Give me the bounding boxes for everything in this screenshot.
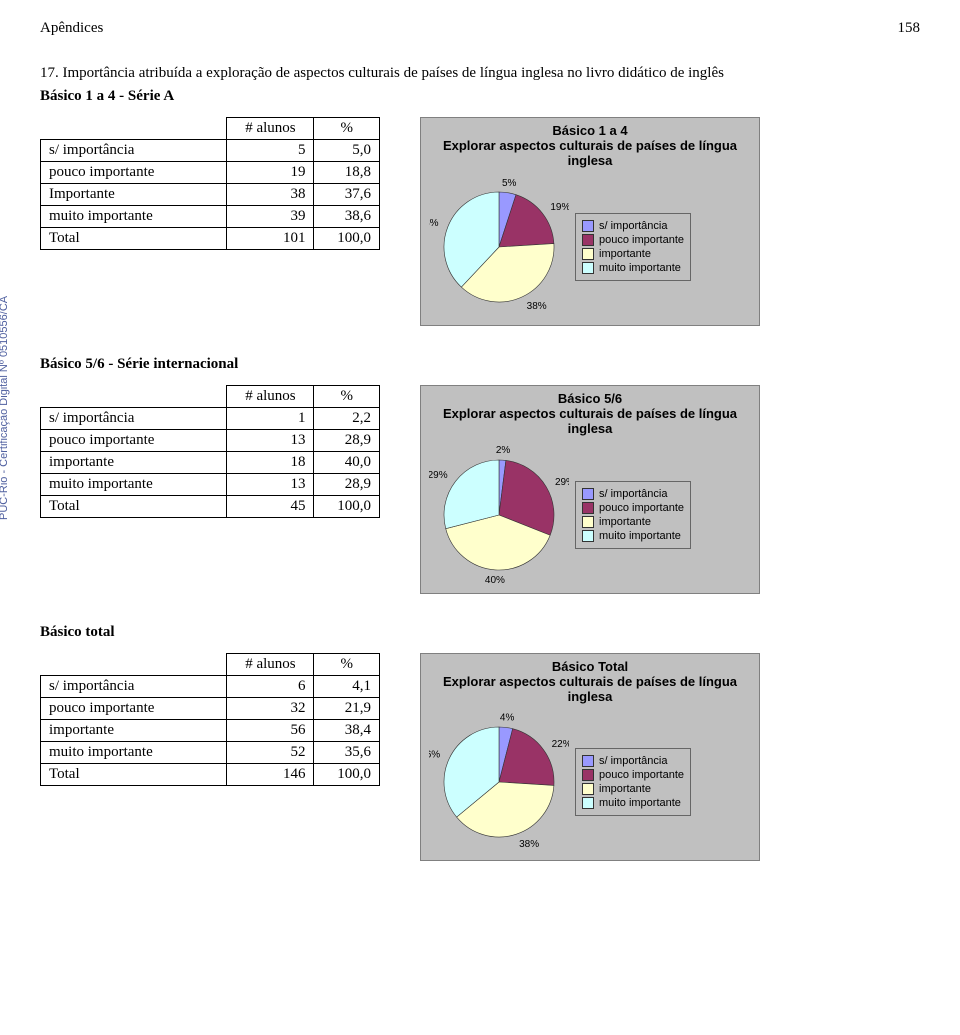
legend-item: pouco importante (582, 502, 684, 514)
table-row: s/ importância64,1 (41, 675, 380, 697)
chart-title: Básico 1 a 4Explorar aspectos culturais … (425, 122, 755, 173)
data-table: # alunos%s/ importância55,0pouco importa… (40, 117, 380, 250)
legend-item: importante (582, 248, 684, 260)
table-row: s/ importância55,0 (41, 140, 380, 162)
legend-item: importante (582, 783, 684, 795)
svg-text:40%: 40% (485, 574, 505, 584)
table-header: # alunos (227, 653, 314, 675)
legend-swatch (582, 488, 594, 500)
chart-title: Básico 5/6Explorar aspectos culturais de… (425, 390, 755, 441)
legend-swatch (582, 262, 594, 274)
block-subtitle: Básico 5/6 - Série internacional (40, 356, 920, 373)
legend-item: muito importante (582, 797, 684, 809)
svg-text:36%: 36% (429, 750, 440, 761)
header-right: 158 (898, 20, 921, 37)
chart-legend: s/ importância pouco importante importante… (575, 213, 691, 281)
legend-item: importante (582, 516, 684, 528)
legend-swatch (582, 530, 594, 542)
legend-label: importante (599, 783, 651, 795)
svg-text:19%: 19% (550, 202, 569, 213)
table-row: Importante3837,6 (41, 184, 380, 206)
pie-chart: Básico 5/6Explorar aspectos culturais de… (420, 385, 760, 594)
legend-label: muito importante (599, 797, 681, 809)
legend-label: importante (599, 516, 651, 528)
data-table: # alunos%s/ importância64,1pouco importa… (40, 653, 380, 786)
svg-text:22%: 22% (552, 739, 569, 750)
table-row: muito importante5235,6 (41, 741, 380, 763)
table-row: Total101100,0 (41, 228, 380, 250)
legend-label: pouco importante (599, 234, 684, 246)
legend-label: s/ importância (599, 488, 667, 500)
block-subtitle: Básico total (40, 624, 920, 641)
block-subtitle: Básico 1 a 4 - Série A (40, 88, 920, 105)
legend-item: muito importante (582, 262, 684, 274)
svg-text:5%: 5% (502, 178, 517, 189)
legend-item: pouco importante (582, 234, 684, 246)
svg-text:29%: 29% (555, 477, 569, 488)
legend-label: s/ importância (599, 755, 667, 767)
legend-swatch (582, 220, 594, 232)
table-header: # alunos (227, 118, 314, 140)
svg-text:4%: 4% (500, 713, 515, 724)
chart-legend: s/ importância pouco importante importante… (575, 748, 691, 816)
legend-item: s/ importância (582, 755, 684, 767)
table-row: importante5638,4 (41, 719, 380, 741)
legend-label: pouco importante (599, 502, 684, 514)
pie-chart: Básico TotalExplorar aspectos culturais … (420, 653, 760, 862)
table-row: muito importante3938,6 (41, 206, 380, 228)
table-header: # alunos (227, 385, 314, 407)
legend-swatch (582, 783, 594, 795)
svg-text:38%: 38% (519, 839, 539, 850)
table-header: % (314, 118, 380, 140)
legend-item: muito importante (582, 530, 684, 542)
legend-swatch (582, 248, 594, 260)
section-heading: 17. Importância atribuída a exploração d… (40, 65, 920, 82)
table-row: pouco importante3221,9 (41, 697, 380, 719)
legend-item: s/ importância (582, 488, 684, 500)
data-table: # alunos%s/ importância12,2pouco importa… (40, 385, 380, 518)
svg-text:2%: 2% (496, 445, 511, 456)
table-header: % (314, 385, 380, 407)
legend-label: s/ importância (599, 220, 667, 232)
header-left: Apêndices (40, 20, 103, 37)
legend-swatch (582, 234, 594, 246)
legend-label: pouco importante (599, 769, 684, 781)
table-row: muito importante1328,9 (41, 473, 380, 495)
table-row: pouco importante1918,8 (41, 162, 380, 184)
legend-label: muito importante (599, 262, 681, 274)
table-row: pouco importante1328,9 (41, 429, 380, 451)
chart-title: Básico TotalExplorar aspectos culturais … (425, 658, 755, 709)
svg-text:38%: 38% (527, 301, 547, 312)
legend-swatch (582, 502, 594, 514)
legend-swatch (582, 516, 594, 528)
svg-text:29%: 29% (429, 470, 448, 481)
legend-label: importante (599, 248, 651, 260)
side-certification: PUC-Rio - Certificação Digital Nº 051055… (0, 296, 10, 520)
table-row: Total146100,0 (41, 763, 380, 785)
table-row: Total45100,0 (41, 495, 380, 517)
chart-legend: s/ importância pouco importante importante… (575, 481, 691, 549)
svg-text:38%: 38% (429, 218, 439, 229)
legend-item: pouco importante (582, 769, 684, 781)
legend-swatch (582, 797, 594, 809)
legend-item: s/ importância (582, 220, 684, 232)
table-header: % (314, 653, 380, 675)
table-row: importante1840,0 (41, 451, 380, 473)
pie-chart: Básico 1 a 4Explorar aspectos culturais … (420, 117, 760, 326)
table-row: s/ importância12,2 (41, 407, 380, 429)
legend-swatch (582, 755, 594, 767)
legend-swatch (582, 769, 594, 781)
legend-label: muito importante (599, 530, 681, 542)
